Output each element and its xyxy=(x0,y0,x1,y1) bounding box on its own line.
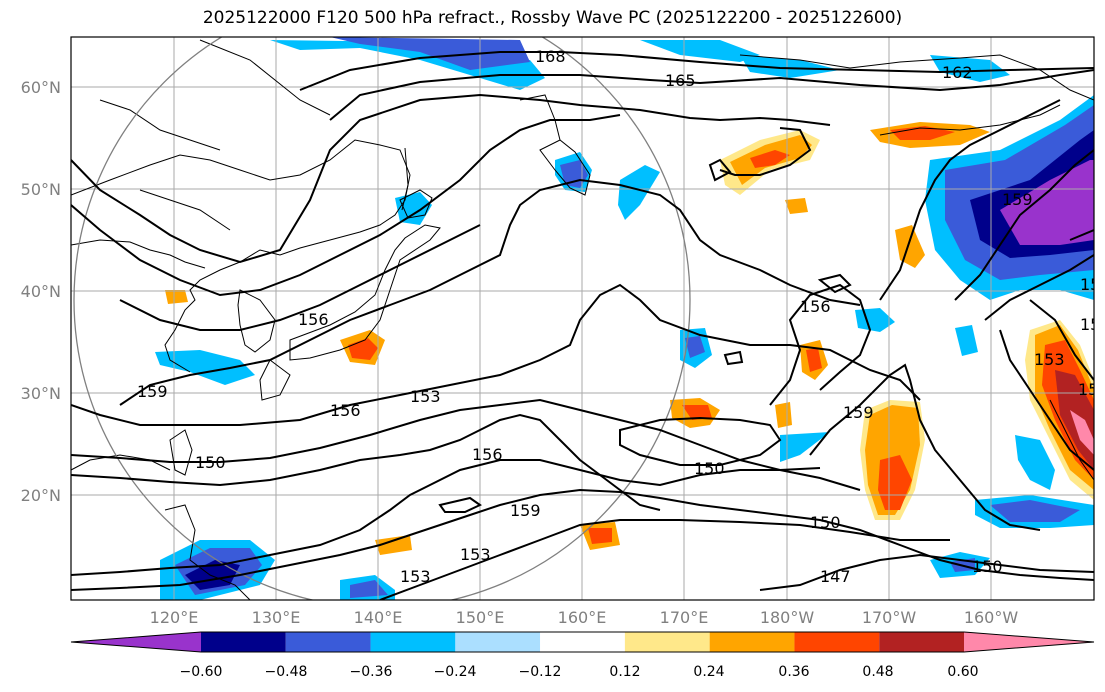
contour-label: 165 xyxy=(665,71,696,90)
contour-label: 150 xyxy=(1078,380,1105,399)
lat-label: 20°N xyxy=(21,486,61,505)
lon-labels: 120°E 130°E 140°E 150°E 160°E 170°E 180°… xyxy=(150,608,1019,627)
lat-label: 40°N xyxy=(21,282,61,301)
contour-label: 150 xyxy=(195,453,226,472)
lon-label: 130°E xyxy=(252,608,301,627)
contour-label: 156 xyxy=(472,445,503,464)
lat-label: 50°N xyxy=(21,180,61,199)
colorbar-outline xyxy=(70,631,1095,653)
contour-label: 150 xyxy=(972,557,1003,576)
colorbar-segment xyxy=(455,632,541,652)
colorbar-segment xyxy=(540,632,625,652)
colorbar-segment xyxy=(370,632,456,652)
colorbar-tick: 0.60 xyxy=(947,664,978,680)
colorbar xyxy=(70,631,1095,653)
contour-label: 159 xyxy=(843,403,874,422)
lon-label: 170°E xyxy=(660,608,709,627)
contour-label: 150 xyxy=(1080,275,1105,294)
contour-label: 153 xyxy=(1034,350,1065,369)
lon-label: 170°W xyxy=(862,608,917,627)
colorbar-segment xyxy=(624,632,710,652)
colorbar-tick: −0.60 xyxy=(180,664,223,680)
colorbar-tick: 0.24 xyxy=(693,664,724,680)
colorbar-tick: −0.48 xyxy=(265,664,308,680)
contour-labels: 168 165 162 159 156 153 150 147 156 159 … xyxy=(137,47,1105,586)
colorbar-tick: −0.24 xyxy=(434,664,477,680)
colorbar-extension-high xyxy=(964,632,1094,652)
colorbar-segment xyxy=(879,632,964,652)
contour-label: 156 xyxy=(330,401,361,420)
lat-label: 60°N xyxy=(21,78,61,97)
contour-label: 153 xyxy=(460,545,491,564)
lat-label: 30°N xyxy=(21,384,61,403)
contour-label: 150 xyxy=(694,459,725,478)
contour-label: 153 xyxy=(400,567,431,586)
map-title: 2025122000 F120 500 hPa refract., Rossby… xyxy=(202,8,903,28)
contour-label: 159 xyxy=(137,382,168,401)
lat-labels: 60°N 50°N 40°N 30°N 20°N xyxy=(21,78,61,505)
lon-label: 140°E xyxy=(354,608,403,627)
colorbar-extension-low xyxy=(71,632,201,652)
contour-label: 159 xyxy=(1002,190,1033,209)
map-border xyxy=(70,36,1095,601)
coastlines xyxy=(71,39,1094,600)
height-contours xyxy=(71,51,1094,600)
contour-label: 162 xyxy=(942,63,973,82)
contour-label: 147 xyxy=(820,567,851,586)
lon-label: 160°E xyxy=(558,608,607,627)
colorbar-segment xyxy=(285,632,371,652)
contour-label: 159 xyxy=(510,501,541,520)
lon-label: 120°E xyxy=(150,608,199,627)
colorbar-tick: −0.12 xyxy=(519,664,562,680)
contour-label: 156 xyxy=(800,297,831,316)
colorbar-segment xyxy=(201,632,286,652)
lon-label: 180°W xyxy=(760,608,815,627)
colorbar-tick: −0.36 xyxy=(350,664,393,680)
contour-label: 168 xyxy=(535,47,566,66)
reference-circle xyxy=(73,37,691,600)
colorbar-segment xyxy=(794,632,880,652)
contour-label: 150 xyxy=(810,513,841,532)
lon-label: 150°E xyxy=(456,608,505,627)
colorbar-tick: 0.36 xyxy=(778,664,809,680)
contour-label: 153 xyxy=(1080,315,1105,334)
colorbar-ticks: −0.60 −0.48 −0.36 −0.24 −0.12 0.12 0.24 … xyxy=(180,664,979,680)
contour-label: 153 xyxy=(410,387,441,406)
anomaly-shading xyxy=(155,37,1094,600)
colorbar-segment xyxy=(709,632,795,652)
colorbar-tick: 0.12 xyxy=(609,664,640,680)
contour-label: 156 xyxy=(298,310,329,329)
colorbar-tick: 0.48 xyxy=(862,664,893,680)
lon-label: 160°W xyxy=(964,608,1019,627)
